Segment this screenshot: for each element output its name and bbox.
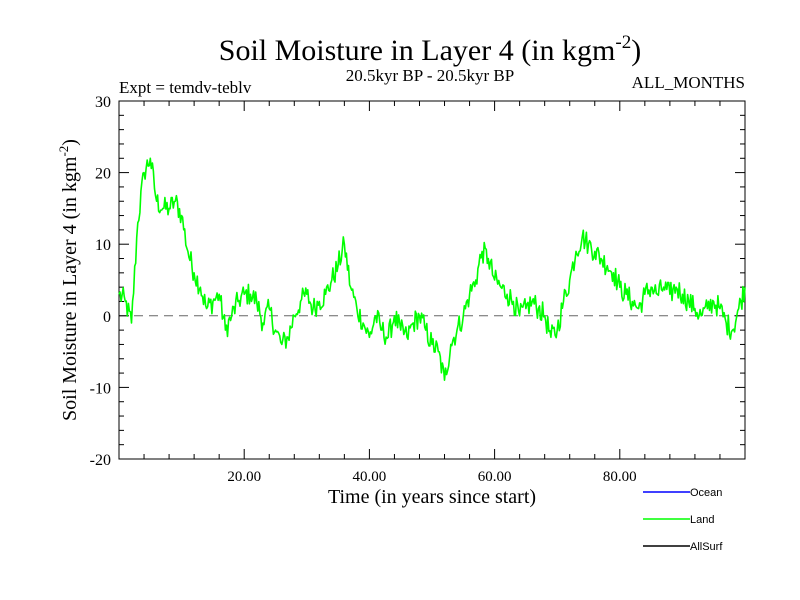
minor-ticks xyxy=(119,101,745,459)
months-label: ALL_MONTHS xyxy=(632,73,745,92)
y-tick-labels: -20 -10 0 10 20 30 xyxy=(90,94,111,469)
y-tick-label: -20 xyxy=(90,452,111,469)
y-tick-label: 20 xyxy=(95,166,111,183)
x-tick-labels: 20.00 40.00 60.00 80.00 xyxy=(227,469,636,485)
y-tick-label: -10 xyxy=(90,380,111,397)
series-line-land xyxy=(118,157,746,382)
chart-title: Soil Moisture in Layer 4 (in kgm-2) xyxy=(219,32,641,67)
y-tick-label: 30 xyxy=(95,94,111,111)
major-ticks xyxy=(119,100,745,460)
legend-label-land: Land xyxy=(690,514,714,526)
x-tick-label: 20.00 xyxy=(227,469,261,485)
y-tick-label: 0 xyxy=(103,309,111,326)
legend: Ocean Land AllSurf xyxy=(643,487,723,553)
x-tick-label: 80.00 xyxy=(603,469,637,485)
x-axis-label: Time (in years since start) xyxy=(328,486,536,508)
legend-label-allsurf: AllSurf xyxy=(690,541,723,553)
legend-label-ocean: Ocean xyxy=(690,487,722,499)
plot-area xyxy=(118,100,746,460)
x-tick-label: 60.00 xyxy=(478,469,512,485)
expt-label: Expt = temdv-teblv xyxy=(119,78,252,97)
plot-frame xyxy=(118,100,746,460)
x-tick-label: 40.00 xyxy=(353,469,387,485)
y-axis-label: Soil Moisture in Layer 4 (in kgm-2) xyxy=(56,139,81,421)
y-tick-label: 10 xyxy=(95,237,111,254)
chart-subtitle: 20.5kyr BP - 20.5kyr BP xyxy=(346,66,514,85)
